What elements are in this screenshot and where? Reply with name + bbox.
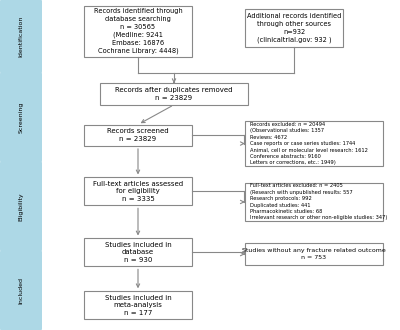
Text: Full-text articles excluded: n = 2405
(Research with unpublished results: 557
Re: Full-text articles excluded: n = 2405 (R… <box>250 183 387 220</box>
FancyBboxPatch shape <box>84 238 192 267</box>
Text: Studies included in
meta-analysis
n = 177: Studies included in meta-analysis n = 17… <box>105 294 171 316</box>
FancyBboxPatch shape <box>245 121 383 166</box>
Text: Records after duplicates removed
n = 23829: Records after duplicates removed n = 238… <box>115 87 233 101</box>
FancyBboxPatch shape <box>245 244 383 265</box>
Text: Studies without any fracture related outcome
n = 753: Studies without any fracture related out… <box>242 248 386 260</box>
FancyBboxPatch shape <box>100 83 248 105</box>
Text: Records excluded: n = 20494
(Observational studies: 1357
Reviews: 4672
Case repo: Records excluded: n = 20494 (Observation… <box>250 122 368 165</box>
Text: Eligibility: Eligibility <box>18 192 24 220</box>
FancyBboxPatch shape <box>0 160 42 252</box>
FancyBboxPatch shape <box>84 178 192 205</box>
FancyBboxPatch shape <box>245 183 383 221</box>
Text: Additional records identified
through other sources
n=932
(clinicaltrial.gov: 93: Additional records identified through ot… <box>247 13 341 43</box>
Text: Included: Included <box>18 277 24 304</box>
FancyBboxPatch shape <box>0 249 42 330</box>
FancyBboxPatch shape <box>0 71 42 163</box>
FancyBboxPatch shape <box>245 9 343 47</box>
FancyBboxPatch shape <box>84 124 192 146</box>
Text: Full-text articles assessed
for eligibility
n = 3335: Full-text articles assessed for eligibil… <box>93 181 183 202</box>
Text: Studies included in
database
n = 930: Studies included in database n = 930 <box>105 242 171 263</box>
Text: Records screened
n = 23829: Records screened n = 23829 <box>107 128 169 142</box>
Text: Screening: Screening <box>18 101 24 133</box>
FancyBboxPatch shape <box>84 291 192 319</box>
FancyBboxPatch shape <box>0 0 42 74</box>
Text: Identification: Identification <box>18 16 24 57</box>
FancyBboxPatch shape <box>84 6 192 57</box>
Text: Records identified through
database searching
n = 30565
(Medline: 9241
Embase: 1: Records identified through database sear… <box>94 9 182 54</box>
